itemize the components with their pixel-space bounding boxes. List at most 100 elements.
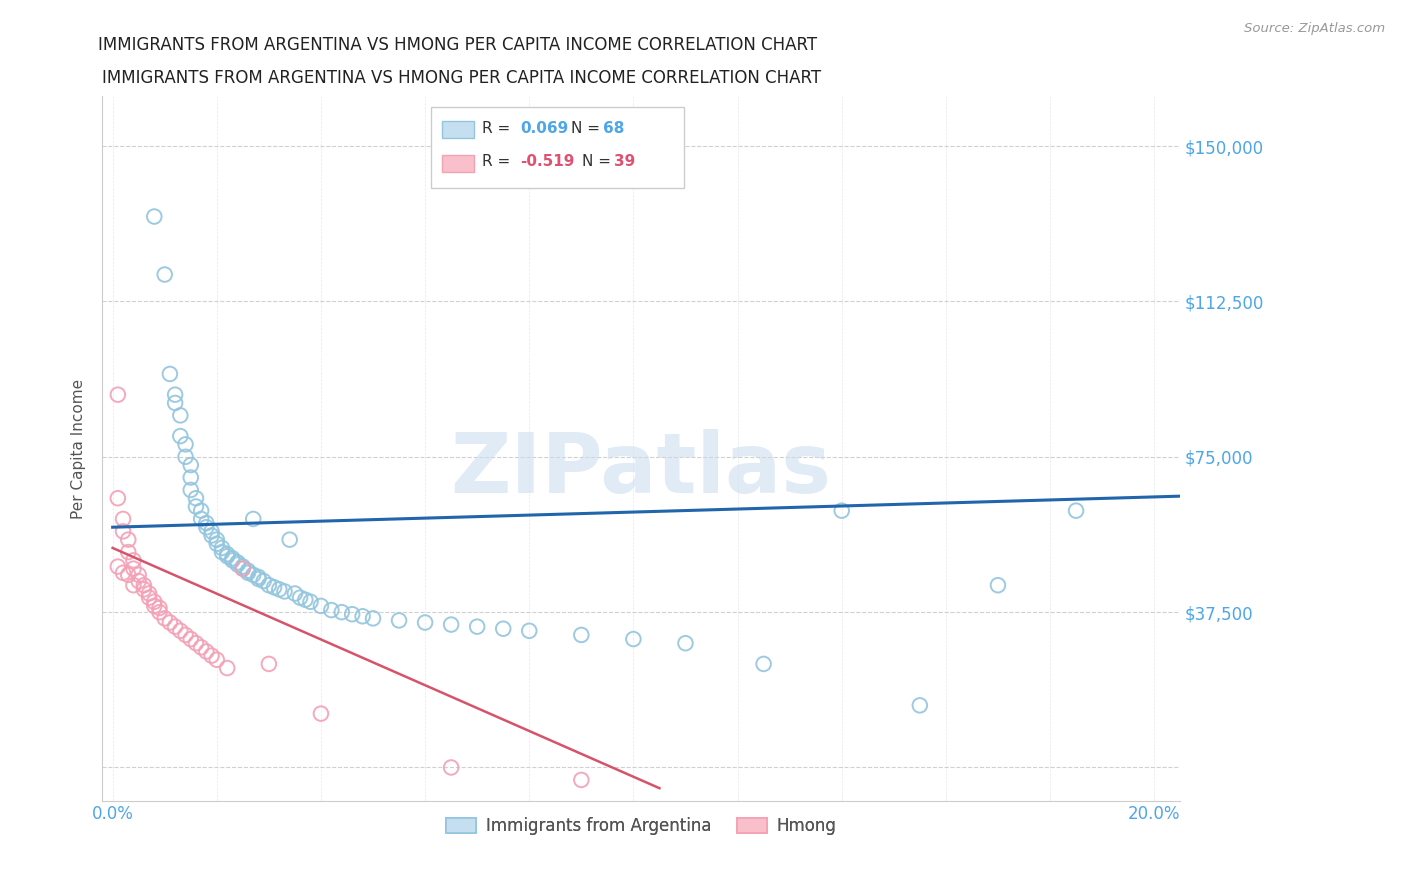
- FancyBboxPatch shape: [432, 107, 685, 188]
- Point: [211, 545, 233, 559]
- Text: 0.069: 0.069: [520, 120, 569, 136]
- Point: [205, 533, 228, 547]
- Point: [117, 567, 139, 582]
- Point: [226, 558, 249, 572]
- Point: [117, 545, 139, 559]
- Point: [200, 524, 222, 539]
- Point: [1064, 503, 1087, 517]
- Point: [165, 387, 187, 401]
- Point: [174, 437, 197, 451]
- Point: [217, 661, 239, 675]
- FancyBboxPatch shape: [441, 121, 474, 138]
- Point: [107, 387, 129, 401]
- Text: N =: N =: [582, 154, 616, 169]
- Point: [242, 512, 264, 526]
- Point: [180, 632, 202, 646]
- Point: [195, 520, 218, 534]
- Point: [122, 553, 145, 567]
- Point: [112, 512, 135, 526]
- Point: [413, 615, 436, 630]
- Point: [165, 396, 187, 410]
- Point: [122, 561, 145, 575]
- Point: [205, 653, 228, 667]
- Text: ZIPatlas: ZIPatlas: [451, 429, 832, 510]
- Point: [288, 591, 311, 605]
- Point: [169, 409, 191, 423]
- Point: [128, 574, 150, 588]
- Point: [138, 591, 160, 605]
- Point: [200, 648, 222, 663]
- Point: [388, 614, 411, 628]
- Point: [465, 620, 488, 634]
- Point: [309, 599, 332, 613]
- Point: [107, 491, 129, 506]
- Point: [831, 503, 853, 517]
- Point: [112, 566, 135, 580]
- Point: [257, 657, 280, 671]
- Point: [184, 491, 207, 506]
- Point: [195, 644, 218, 658]
- Point: [440, 760, 463, 774]
- Text: N =: N =: [571, 120, 605, 136]
- Point: [623, 632, 645, 646]
- Point: [180, 470, 202, 484]
- FancyBboxPatch shape: [441, 155, 474, 172]
- Legend: Immigrants from Argentina, Hmong: Immigrants from Argentina, Hmong: [439, 810, 844, 841]
- Point: [321, 603, 343, 617]
- Point: [153, 611, 176, 625]
- Point: [132, 582, 155, 597]
- Text: -0.519: -0.519: [520, 154, 575, 169]
- Text: 68: 68: [603, 120, 624, 136]
- Y-axis label: Per Capita Income: Per Capita Income: [72, 378, 86, 518]
- Point: [294, 592, 316, 607]
- Point: [263, 580, 285, 594]
- Point: [257, 578, 280, 592]
- Point: [908, 698, 931, 713]
- Point: [440, 617, 463, 632]
- Point: [675, 636, 697, 650]
- Point: [107, 559, 129, 574]
- Point: [195, 516, 218, 530]
- Point: [143, 595, 166, 609]
- Point: [180, 458, 202, 472]
- Point: [132, 578, 155, 592]
- Point: [200, 528, 222, 542]
- Point: [112, 524, 135, 539]
- Point: [122, 578, 145, 592]
- Point: [190, 640, 212, 655]
- Point: [352, 609, 374, 624]
- Point: [253, 574, 276, 588]
- Point: [128, 567, 150, 582]
- Point: [284, 586, 307, 600]
- Point: [247, 570, 270, 584]
- Point: [143, 210, 166, 224]
- Point: [221, 553, 243, 567]
- Point: [242, 567, 264, 582]
- Text: IMMIGRANTS FROM ARGENTINA VS HMONG PER CAPITA INCOME CORRELATION CHART: IMMIGRANTS FROM ARGENTINA VS HMONG PER C…: [103, 69, 821, 87]
- Text: 39: 39: [614, 154, 636, 169]
- Point: [138, 586, 160, 600]
- Point: [180, 483, 202, 497]
- Point: [148, 605, 170, 619]
- Point: [278, 533, 301, 547]
- Point: [165, 620, 187, 634]
- Point: [174, 628, 197, 642]
- Point: [211, 541, 233, 555]
- Point: [226, 556, 249, 570]
- Point: [232, 559, 254, 574]
- Point: [236, 564, 259, 578]
- Point: [153, 268, 176, 282]
- Point: [217, 549, 239, 564]
- Point: [269, 582, 291, 597]
- Point: [569, 772, 592, 787]
- Point: [217, 547, 239, 561]
- Point: [190, 512, 212, 526]
- Point: [236, 566, 259, 580]
- Point: [184, 500, 207, 514]
- Point: [148, 601, 170, 615]
- Point: [190, 503, 212, 517]
- Point: [309, 706, 332, 721]
- Point: [752, 657, 775, 671]
- Point: [492, 622, 515, 636]
- Point: [232, 561, 254, 575]
